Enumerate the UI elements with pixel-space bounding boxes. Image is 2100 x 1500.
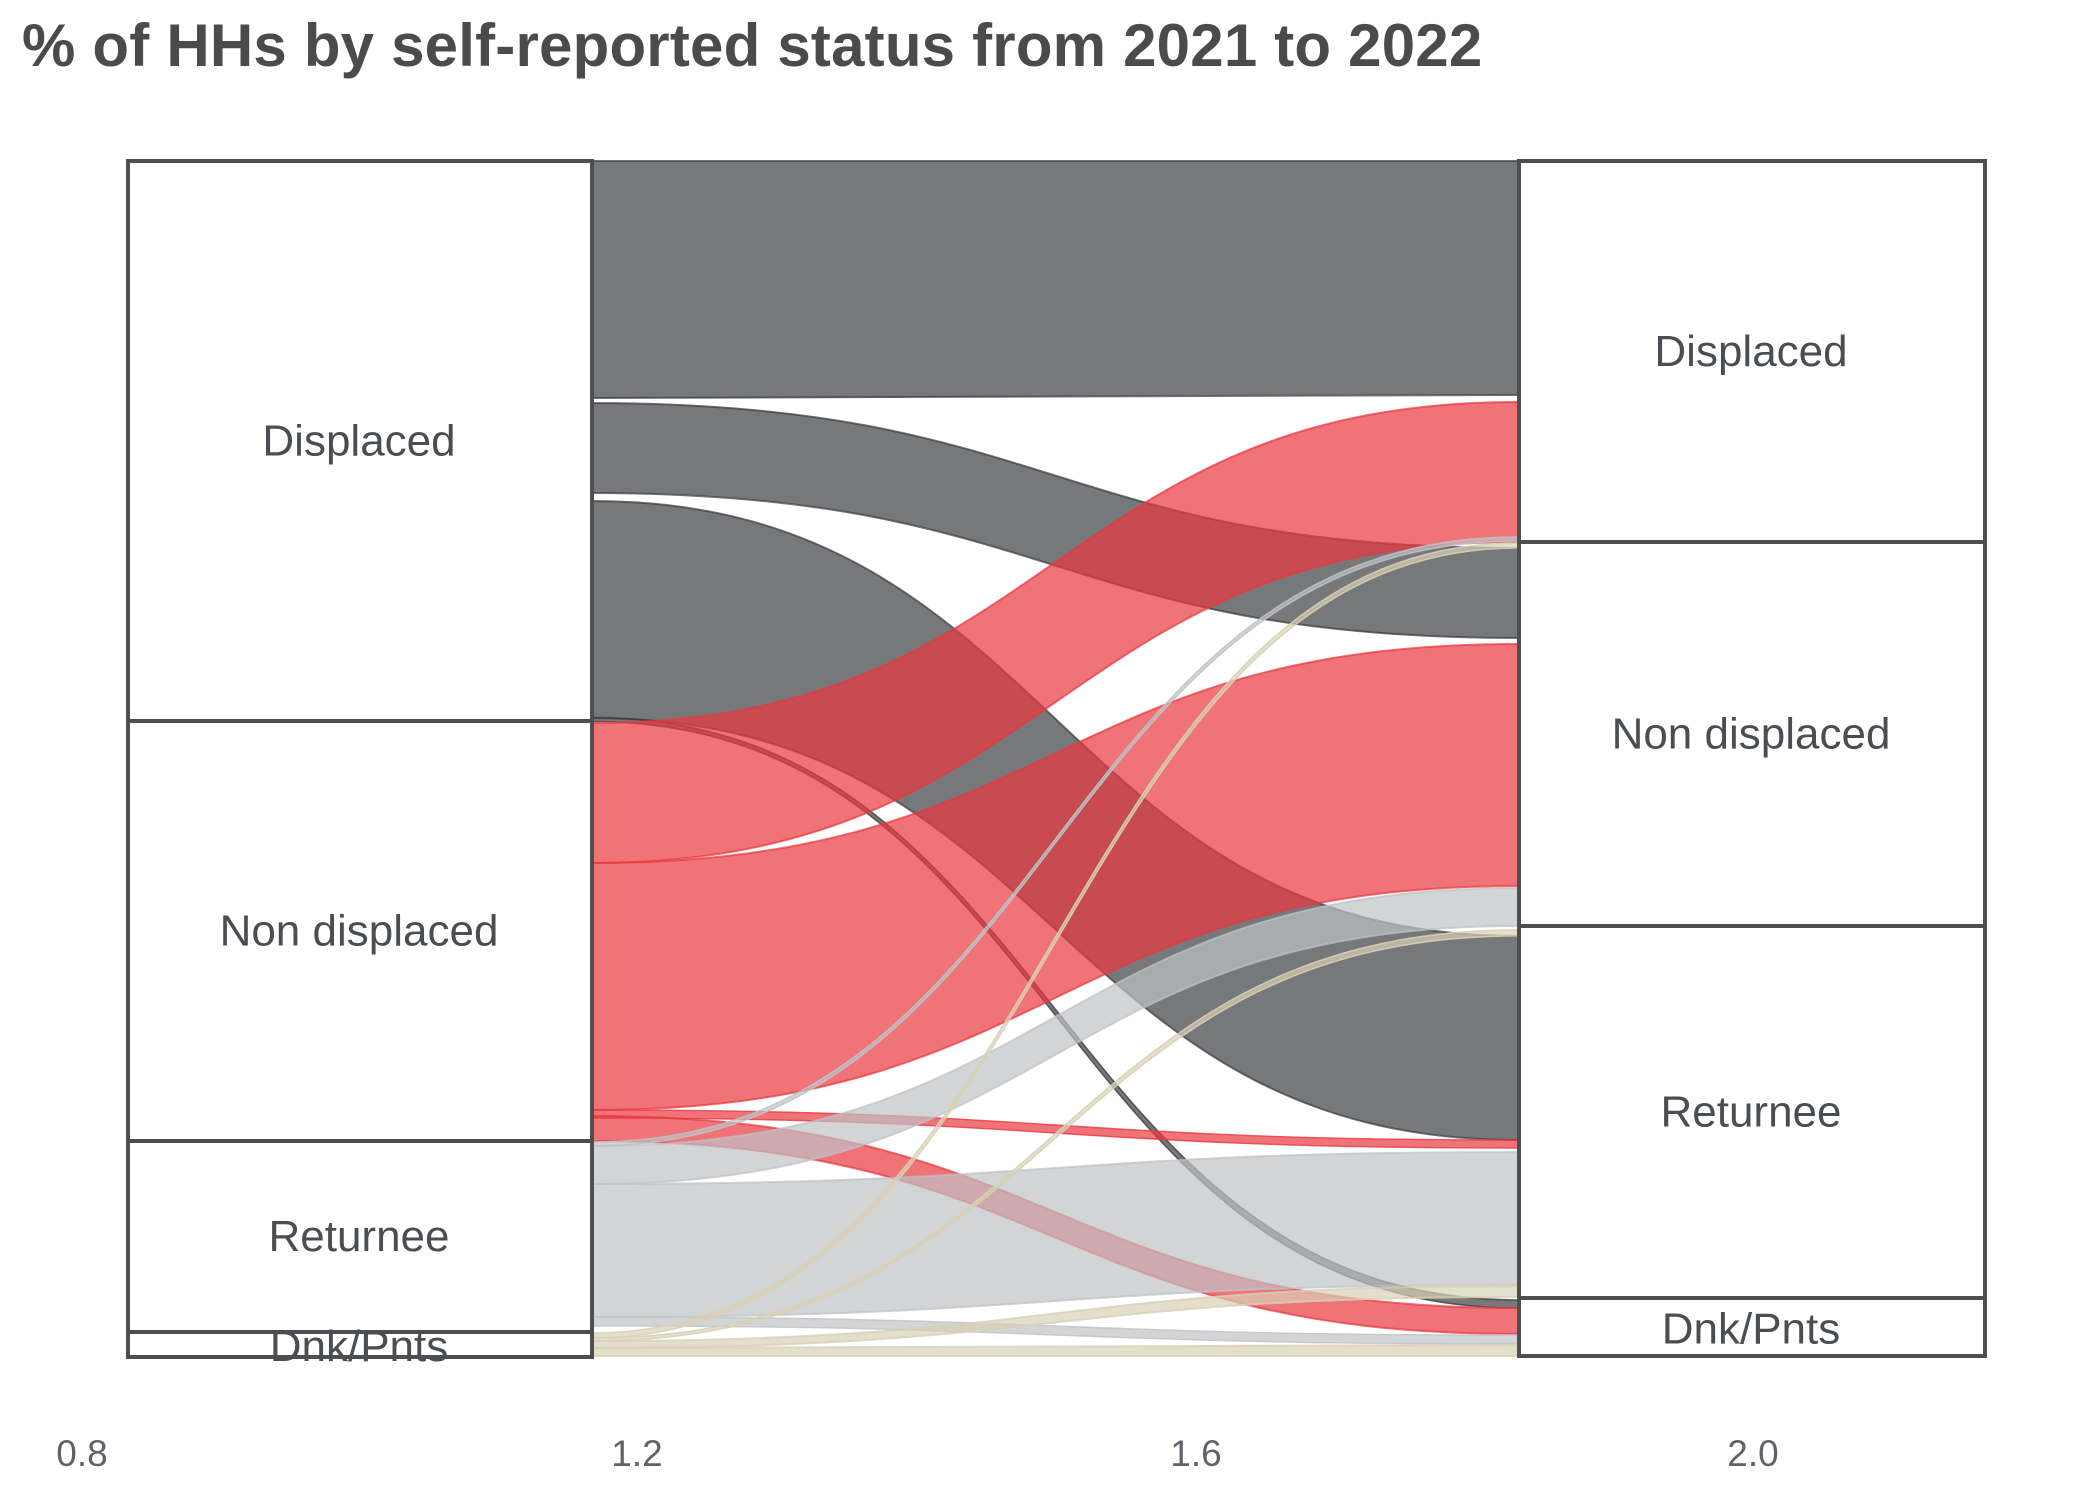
svg-text:Dnk/Pnts: Dnk/Pnts xyxy=(1662,1305,1841,1354)
svg-text:Returnee: Returnee xyxy=(268,1212,449,1261)
svg-text:Dnk/Pnts: Dnk/Pnts xyxy=(270,1322,449,1371)
svg-text:1.6: 1.6 xyxy=(1170,1433,1221,1474)
svg-text:Non displaced: Non displaced xyxy=(220,907,499,956)
svg-text:Non displaced: Non displaced xyxy=(1612,710,1891,759)
svg-text:1.2: 1.2 xyxy=(611,1433,662,1474)
svg-text:0.8: 0.8 xyxy=(56,1433,107,1474)
svg-text:Displaced: Displaced xyxy=(1654,327,1847,376)
svg-text:Returnee: Returnee xyxy=(1660,1088,1841,1137)
svg-text:Displaced: Displaced xyxy=(262,417,455,466)
svg-text:2.0: 2.0 xyxy=(1727,1433,1778,1474)
